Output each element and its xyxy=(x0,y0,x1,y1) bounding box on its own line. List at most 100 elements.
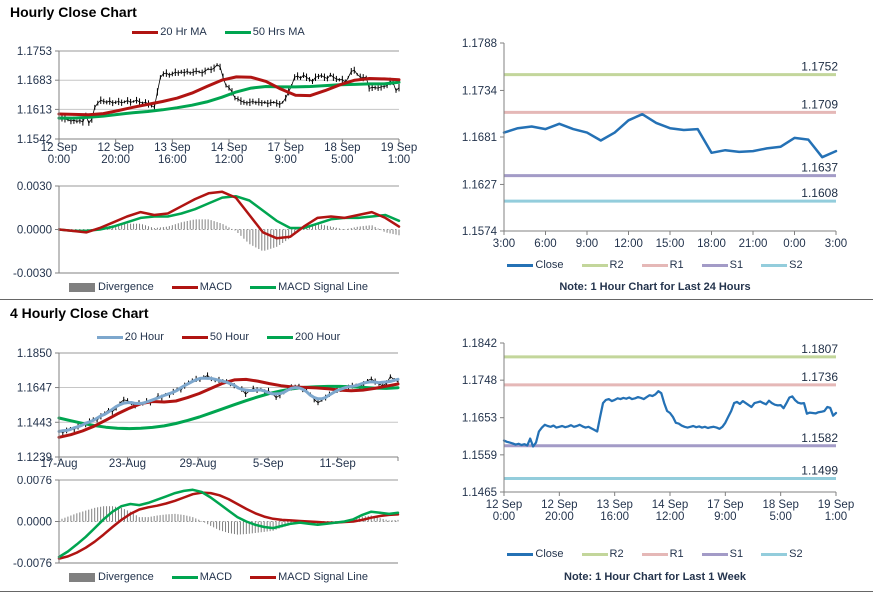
x-tick-label: 20:00 xyxy=(545,511,574,523)
x-tick-label: 14 Sep xyxy=(211,142,247,154)
legend-swatch-line xyxy=(250,575,277,579)
legend-label: MACD Signal Line xyxy=(278,571,368,583)
legend-swatch-line xyxy=(641,552,668,556)
x-tick-label: 18 Sep xyxy=(324,142,360,154)
level-label-r1: 1.1736 xyxy=(801,370,838,384)
x-tick-label: 12 Sep xyxy=(41,142,77,154)
legend-label: 20 Hr MA xyxy=(160,26,207,38)
legend-item-s1: S1 xyxy=(701,548,744,560)
x-tick-label: 19 Sep xyxy=(381,142,417,154)
macd-signal-line-line xyxy=(57,194,401,233)
y-tick-label: 0.0000 xyxy=(17,225,52,237)
legend-label: Close xyxy=(535,259,564,271)
x-tick-label: 17-Aug xyxy=(40,458,77,470)
legend-item-divergence: Divergence xyxy=(69,281,154,293)
y-tick-label: 1.1734 xyxy=(462,85,498,97)
x-tick-label: 5:00 xyxy=(331,154,353,166)
legend-swatch-line xyxy=(181,335,208,339)
4hourly-price-legend: 20 Hour 50 Hour 200 Hour xyxy=(0,331,437,343)
section-title-hourly: Hourly Close Chart xyxy=(10,4,137,20)
y-tick-label: 1.1542 xyxy=(17,134,52,146)
4hourly-close-chart: 1.1850 1.1647 1.1443 1.1239 17-Aug 23-Aug 29-A… xyxy=(0,346,437,481)
y-tick-label: 1.1613 xyxy=(17,104,52,116)
legend-label: Divergence xyxy=(98,571,154,583)
level-label-r2: 1.1807 xyxy=(801,342,838,356)
legend-item-20-hr-ma: 20 Hr MA xyxy=(132,26,207,38)
legend-item-50-hour: 50 Hour xyxy=(181,331,249,343)
legend-label: R1 xyxy=(669,548,684,560)
legend-label: Close xyxy=(535,548,564,560)
level-label-s1: 1.1582 xyxy=(801,431,838,445)
x-tick-label: 20:00 xyxy=(101,154,130,166)
level-label-s2: 1.1499 xyxy=(801,464,838,478)
x-tick-label: 15:00 xyxy=(656,238,685,250)
level-label-s1: 1.1637 xyxy=(801,161,838,175)
legend-item-macd: MACD xyxy=(171,281,232,293)
legend-label: 50 Hour xyxy=(209,331,249,343)
y-tick-label: 1.1850 xyxy=(17,348,52,360)
legend-item-macd: MACD xyxy=(171,571,232,583)
legend-label: 200 Hour xyxy=(295,331,341,343)
legend-swatch-line xyxy=(641,263,668,267)
legend-label: S2 xyxy=(789,259,803,271)
legend-item-r1: R1 xyxy=(641,548,684,560)
legend-label: S1 xyxy=(729,548,744,560)
legend-item-20-hour: 20 Hour xyxy=(96,331,164,343)
x-tick-label: 5-Sep xyxy=(253,458,284,470)
hourly-section: Hourly Close Chart 20 Hr MA 50 Hrs MA 1.1… xyxy=(0,0,873,300)
legend-item-r1: R1 xyxy=(641,259,684,271)
x-tick-label: 21:00 xyxy=(739,238,768,250)
legend-item-s2: S2 xyxy=(761,548,803,560)
legend-item-r2: R2 xyxy=(581,548,624,560)
legend-item-s1: S1 xyxy=(701,259,744,271)
section-title-4hourly: 4 Hourly Close Chart xyxy=(10,305,149,321)
x-tick-label: 9:00 xyxy=(714,511,736,523)
legend-swatch-line xyxy=(581,552,608,556)
x-tick-label: 23-Aug xyxy=(109,458,146,470)
x-tick-label: 16:00 xyxy=(600,511,629,523)
hourly-pivot-note: Note: 1 Hour Chart for Last 24 Hours xyxy=(559,281,751,293)
weekly-pivot-legend: Close R2 R1 S1 S2 xyxy=(437,548,873,560)
legend-swatch-line xyxy=(761,552,788,556)
price-bars xyxy=(58,63,400,126)
y-tick-label: -0.0076 xyxy=(13,558,52,568)
legend-item-close: Close xyxy=(507,548,564,560)
x-tick-label: 13 Sep xyxy=(154,142,190,154)
hourly-price-legend: 20 Hr MA 50 Hrs MA xyxy=(0,26,437,38)
legend-item-s2: S2 xyxy=(761,259,803,271)
legend-swatch-bar xyxy=(69,572,96,582)
legend-label: S1 xyxy=(729,259,744,271)
legend-label: S2 xyxy=(789,548,803,560)
y-tick-label: 1.1653 xyxy=(462,413,497,425)
legend-item-macd-signal-line: MACD Signal Line xyxy=(250,281,368,293)
hourly-pivot-legend: Close R2 R1 S1 S2 xyxy=(437,259,873,271)
x-tick-label: 11-Sep xyxy=(320,458,356,470)
x-tick-label: 18 Sep xyxy=(762,499,798,511)
x-tick-label: 16:00 xyxy=(158,154,187,166)
legend-swatch-bar xyxy=(69,282,96,292)
x-tick-label: 0:00 xyxy=(783,238,805,250)
x-tick-label: 6:00 xyxy=(534,238,556,250)
legend-swatch-line xyxy=(507,552,534,556)
legend-label: R2 xyxy=(609,548,624,560)
y-tick-label: 0.0030 xyxy=(17,181,52,193)
x-tick-label: 12 Sep xyxy=(97,142,133,154)
macd-line xyxy=(57,488,400,559)
level-label-r1: 1.1709 xyxy=(801,97,838,111)
y-tick-label: 1.1465 xyxy=(462,487,497,499)
legend-swatch-line xyxy=(224,30,251,34)
y-tick-label: 0.0000 xyxy=(17,517,52,529)
hourly-macd-legend: Divergence MACD MACD Signal Line xyxy=(0,281,437,293)
4hourly-macd-legend: Divergence MACD MACD Signal Line xyxy=(0,571,437,583)
x-tick-label: 19 Sep xyxy=(818,499,854,511)
y-tick-label: 1.1748 xyxy=(462,375,497,387)
x-tick-label: 0:00 xyxy=(493,511,515,523)
weekly-pivot-note: Note: 1 Hour Chart for Last 1 Week xyxy=(564,571,746,583)
legend-swatch-line xyxy=(267,335,293,339)
200-hour-line xyxy=(57,384,400,431)
c4-plot: 0.0076 0.0000 -0.0076 xyxy=(13,475,400,570)
